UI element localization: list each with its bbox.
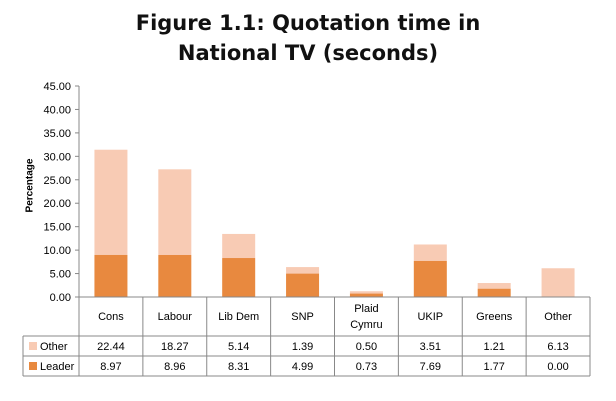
data-label: 0.50 [356, 341, 377, 353]
data-label: 5.14 [228, 341, 249, 353]
legend-swatch-leader [29, 362, 37, 370]
bar-other [413, 244, 447, 261]
bar-leader [349, 293, 383, 297]
bar-leader [222, 258, 256, 297]
y-tick-label: 35.00 [43, 128, 71, 140]
data-label: 7.69 [420, 361, 441, 373]
y-tick-label: 15.00 [43, 222, 71, 234]
y-tick-label: 40.00 [43, 104, 71, 116]
bar-other [158, 169, 192, 255]
bar-leader [477, 288, 511, 297]
y-tick-label: 5.00 [50, 269, 71, 281]
data-label: 18.27 [161, 341, 189, 353]
data-label: 0.00 [547, 361, 568, 373]
x-tick-label: Greens [476, 311, 513, 323]
y-tick-label: 25.00 [43, 175, 71, 187]
bar-other [286, 267, 320, 274]
bar-other [222, 233, 256, 259]
x-tick-label: UKIP [417, 311, 443, 323]
x-tick-label: Labour [158, 311, 193, 323]
bar-leader [158, 254, 192, 297]
data-label: 6.13 [547, 341, 568, 353]
y-tick-label: 0.00 [50, 292, 71, 304]
data-label: 4.99 [292, 361, 313, 373]
data-label: 1.39 [292, 341, 313, 353]
bar-leader [286, 273, 320, 297]
data-label: 1.21 [483, 341, 504, 353]
legend-label-leader: Leader [40, 361, 75, 373]
chart-title-line-2: National TV (seconds) [177, 41, 439, 65]
data-label: 8.96 [164, 361, 185, 373]
x-tick-label: Plaid [354, 303, 378, 315]
bar-other [349, 291, 383, 294]
y-tick-label: 45.00 [43, 81, 71, 93]
x-tick-label: Lib Dem [218, 311, 259, 323]
chart-title-line-1: Figure 1.1: Quotation time in [135, 11, 481, 35]
bar-leader [413, 260, 447, 297]
y-tick-label: 10.00 [43, 245, 71, 257]
bar-other [477, 283, 511, 289]
data-label: 8.31 [228, 361, 249, 373]
y-tick-label: 30.00 [43, 151, 71, 163]
bar-other [94, 149, 128, 255]
legend-label-other: Other [40, 341, 68, 353]
x-tick-label: Other [544, 311, 572, 323]
bar-leader [94, 254, 128, 297]
x-tick-label: Cymru [350, 319, 382, 331]
data-label: 3.51 [420, 341, 441, 353]
data-label: 1.77 [483, 361, 504, 373]
x-tick-label: Cons [98, 311, 124, 323]
y-tick-label: 20.00 [43, 198, 71, 210]
x-tick-label: SNP [291, 311, 314, 323]
data-label: 8.97 [100, 361, 121, 373]
legend-swatch-other [29, 342, 37, 350]
data-label: 22.44 [97, 341, 125, 353]
chart-title: Figure 1.1: Quotation time in National T… [0, 8, 616, 68]
data-label: 0.73 [356, 361, 377, 373]
bar-other [541, 268, 575, 297]
